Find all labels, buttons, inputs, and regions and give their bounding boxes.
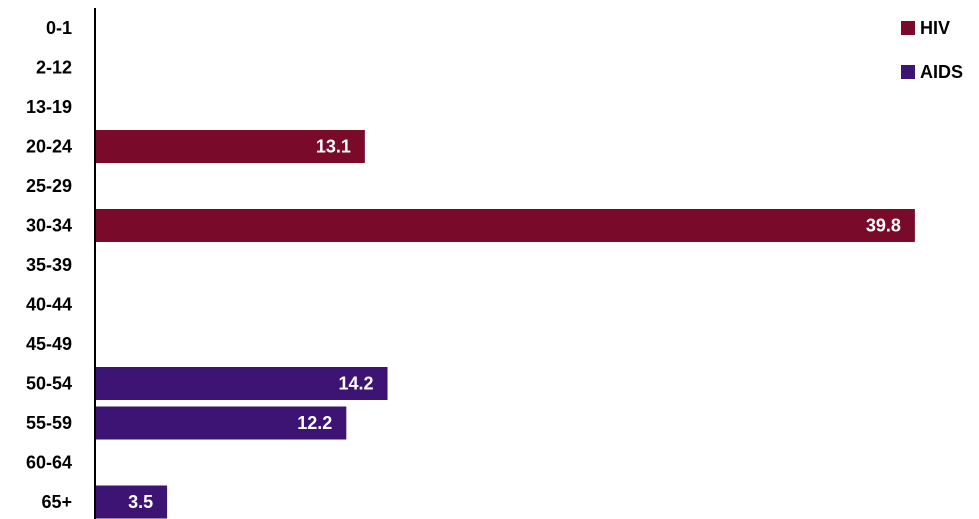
category-label: 30-34 — [26, 216, 72, 236]
bar-hiv-20-24 — [95, 130, 365, 163]
bar-aids-50-54 — [95, 367, 388, 400]
category-label: 45-49 — [26, 334, 72, 354]
legend-label-aids: AIDS — [920, 62, 963, 82]
data-label: 13.1 — [316, 137, 351, 157]
data-label: 39.8 — [866, 216, 901, 236]
legend: HIV AIDS — [901, 18, 963, 82]
legend-swatch-hiv — [901, 21, 915, 35]
category-labels: 0-1 2-12 13-19 20-24 25-29 30-34 35-39 40-44 45-… — [26, 18, 72, 512]
category-label: 25-29 — [26, 176, 72, 196]
category-label: 40-44 — [26, 295, 72, 315]
bar-hiv-30-34 — [95, 209, 915, 242]
bar-aids-55-59 — [95, 406, 347, 440]
category-label: 2-12 — [36, 58, 72, 78]
bars-layer: 13.1 39.8 14.2 12.2 3.5 — [95, 130, 915, 519]
category-label: 0-1 — [46, 18, 72, 38]
data-label: 14.2 — [338, 374, 373, 394]
data-label: 3.5 — [128, 492, 153, 512]
category-label: 65+ — [41, 492, 72, 512]
category-label: 35-39 — [26, 255, 72, 275]
category-label: 55-59 — [26, 413, 72, 433]
legend-label-hiv: HIV — [920, 18, 950, 38]
bar-aids-65+ — [95, 485, 168, 519]
category-label: 60-64 — [26, 453, 72, 473]
category-label: 13-19 — [26, 97, 72, 117]
data-label: 12.2 — [297, 413, 332, 433]
category-label: 20-24 — [26, 137, 72, 157]
legend-swatch-aids — [901, 65, 915, 79]
category-label: 50-54 — [26, 374, 72, 394]
